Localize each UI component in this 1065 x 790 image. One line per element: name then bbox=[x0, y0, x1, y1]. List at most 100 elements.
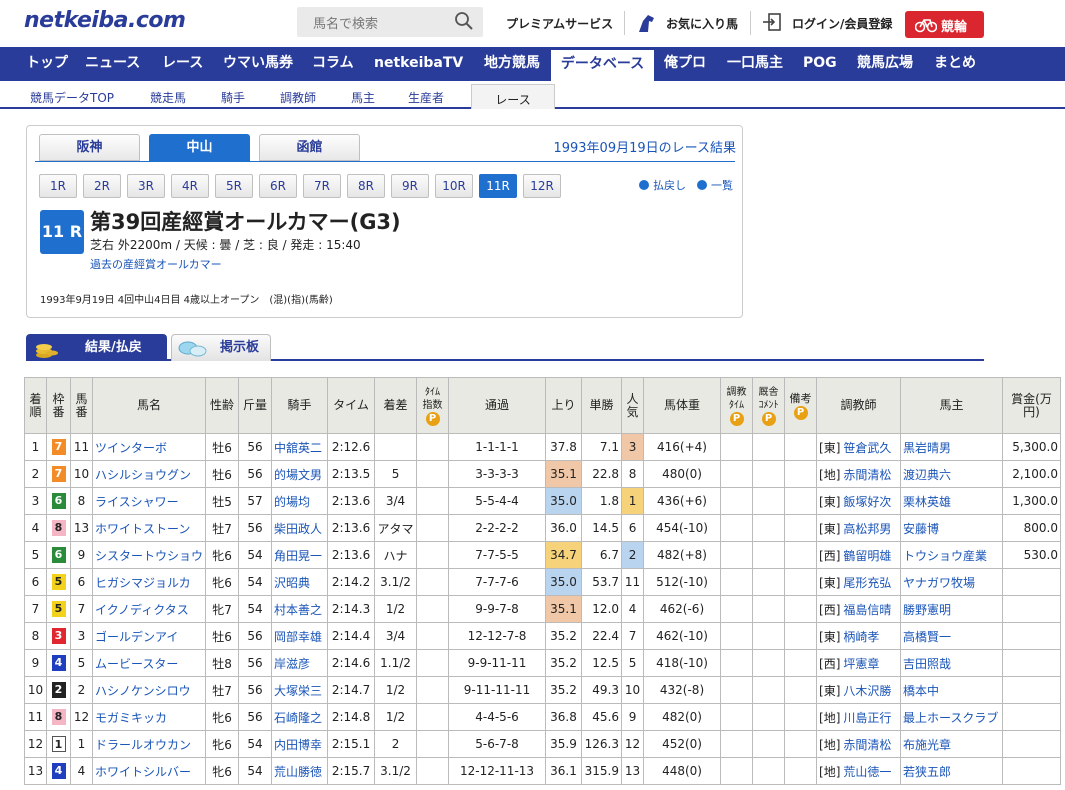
gnav-item-netkeibatv[interactable]: netkeibaTV bbox=[374, 55, 464, 71]
race-number-12r[interactable]: 12R bbox=[523, 174, 561, 198]
gnav-item-chiho[interactable]: 地方競馬 bbox=[484, 55, 540, 71]
gnav-item-top[interactable]: トップ bbox=[26, 55, 68, 71]
cell-horse-name[interactable]: ゴールデンアイ bbox=[91, 622, 207, 650]
search-input[interactable]: 馬名で検索 bbox=[313, 17, 379, 32]
cell-horse-name[interactable]: ハシルショウグン bbox=[91, 460, 207, 488]
venue-tab-nakayama[interactable]: 中山 bbox=[149, 134, 250, 161]
payout-link[interactable]: 払戻し bbox=[639, 177, 686, 193]
trainer-link[interactable]: 笹倉武久 bbox=[843, 440, 892, 455]
cell-owner[interactable]: 布施光章 bbox=[900, 730, 1004, 758]
venue-tab-hakodate[interactable]: 函館 bbox=[259, 134, 360, 161]
cell-horse-name[interactable]: ハシノケンシロウ bbox=[91, 676, 207, 704]
gnav-item-race[interactable]: レース bbox=[162, 55, 204, 71]
gnav-item-column[interactable]: コラム bbox=[312, 55, 354, 71]
tab-board[interactable]: 掲示板 bbox=[171, 334, 271, 361]
cell-jockey[interactable]: 角田晃一 bbox=[271, 541, 329, 569]
venue-tab-hanshin[interactable]: 阪神 bbox=[39, 134, 140, 161]
race-number-9r[interactable]: 9R bbox=[391, 174, 429, 198]
search-icon[interactable] bbox=[454, 11, 474, 31]
subnav-item-horse[interactable]: 競走馬 bbox=[150, 91, 187, 105]
past-races-link[interactable]: 過去の産經賞オールカマー bbox=[90, 258, 222, 271]
cell-jockey[interactable]: 中舘英二 bbox=[271, 433, 329, 461]
cell-owner[interactable]: 黒岩晴男 bbox=[900, 433, 1004, 461]
cell-owner[interactable]: 栗林英雄 bbox=[900, 487, 1004, 515]
gnav-item-database[interactable]: データベース bbox=[551, 47, 654, 81]
tab-result-payout[interactable]: 結果/払戻 bbox=[26, 334, 167, 361]
trainer-link[interactable]: 鶴留明雄 bbox=[843, 548, 892, 563]
cell-jockey[interactable]: 内田博幸 bbox=[271, 730, 329, 758]
cell-jockey[interactable]: 岸滋彦 bbox=[271, 649, 329, 677]
race-number-11r[interactable]: 11R bbox=[479, 174, 517, 198]
gnav-item-orepro[interactable]: 俺プロ bbox=[664, 55, 706, 71]
cell-horse-name[interactable]: イクノディクタス bbox=[91, 595, 207, 623]
cell-horse-name[interactable]: ライスシャワー bbox=[91, 487, 207, 515]
cell-horse-name[interactable]: ホワイトストーン bbox=[91, 514, 207, 542]
keirin-button[interactable]: 競輪 bbox=[905, 11, 984, 38]
cell-jockey[interactable]: 荒山勝徳 bbox=[271, 757, 329, 785]
cell-jockey[interactable]: 柴田政人 bbox=[271, 514, 329, 542]
cell-jockey[interactable]: 石崎隆之 bbox=[271, 703, 329, 731]
race-number-3r[interactable]: 3R bbox=[127, 174, 165, 198]
gnav-item-matome[interactable]: まとめ bbox=[934, 55, 976, 71]
cell-owner[interactable]: 橋本中 bbox=[900, 676, 1004, 704]
cell-owner[interactable]: 安藤博 bbox=[900, 514, 1004, 542]
trainer-link[interactable]: 赤間清松 bbox=[843, 467, 892, 482]
trainer-link[interactable]: 高松邦男 bbox=[843, 521, 892, 536]
cell-jockey[interactable]: 的場文男 bbox=[271, 460, 329, 488]
race-list-link[interactable]: 一覧 bbox=[697, 177, 733, 193]
trainer-link[interactable]: 飯塚好次 bbox=[843, 494, 892, 509]
premium-service-link[interactable]: プレミアムサービス bbox=[506, 17, 614, 31]
trainer-link[interactable]: 荒山徳一 bbox=[843, 764, 892, 779]
race-number-4r[interactable]: 4R bbox=[171, 174, 209, 198]
trainer-link[interactable]: 八木沢勝 bbox=[843, 683, 892, 698]
cell-horse-name[interactable]: モガミキッカ bbox=[91, 703, 207, 731]
trainer-link[interactable]: 川島正行 bbox=[843, 710, 892, 725]
cell-owner[interactable]: 高橋賢一 bbox=[900, 622, 1004, 650]
subnav-item-race[interactable]: レース bbox=[471, 84, 555, 109]
cell-horse-name[interactable]: シスタートウショウ bbox=[91, 541, 207, 569]
cell-owner[interactable]: 最上ホースクラブ bbox=[900, 703, 1004, 731]
gnav-item-hiroba[interactable]: 競馬広場 bbox=[857, 55, 913, 71]
cell-owner[interactable]: 勝野憲明 bbox=[900, 595, 1004, 623]
cell-horse-name[interactable]: ヒガシマジョルカ bbox=[91, 568, 207, 596]
login-link[interactable]: ログイン/会員登録 bbox=[792, 17, 893, 31]
cell-owner[interactable]: 渡辺典六 bbox=[900, 460, 1004, 488]
cell-jockey[interactable]: 沢昭典 bbox=[271, 568, 329, 596]
cell-jockey[interactable]: 的場均 bbox=[271, 487, 329, 515]
cell-jockey[interactable]: 大塚栄三 bbox=[271, 676, 329, 704]
subnav-item-jockey[interactable]: 騎手 bbox=[221, 91, 246, 105]
trainer-link[interactable]: 赤間清松 bbox=[843, 737, 892, 752]
race-number-5r[interactable]: 5R bbox=[215, 174, 253, 198]
cell-jockey[interactable]: 村本善之 bbox=[271, 595, 329, 623]
cell-horse-name[interactable]: ドラールオウカン bbox=[91, 730, 207, 758]
subnav-item-breeder[interactable]: 生産者 bbox=[408, 91, 445, 105]
search-box[interactable]: 馬名で検索 bbox=[297, 7, 483, 37]
race-number-1r[interactable]: 1R bbox=[39, 174, 77, 198]
cell-horse-name[interactable]: ホワイトシルバー bbox=[91, 757, 207, 785]
subnav-item-owner[interactable]: 馬主 bbox=[351, 91, 376, 105]
cell-jockey[interactable]: 岡部幸雄 bbox=[271, 622, 329, 650]
cell-owner[interactable]: トウショウ産業 bbox=[900, 541, 1004, 569]
cell-horse-name[interactable]: ツインターボ bbox=[91, 433, 207, 461]
cell-owner[interactable]: 若狭五郎 bbox=[900, 757, 1004, 785]
gnav-item-hitokuchi[interactable]: 一口馬主 bbox=[727, 55, 783, 71]
subnav-item-data-top[interactable]: 競馬データTOP bbox=[30, 91, 115, 105]
race-number-2r[interactable]: 2R bbox=[83, 174, 121, 198]
cell-horse-name[interactable]: ムービースター bbox=[91, 649, 207, 677]
favorite-horses-link[interactable]: お気に入り馬 bbox=[666, 17, 739, 31]
race-number-6r[interactable]: 6R bbox=[259, 174, 297, 198]
gnav-item-news[interactable]: ニュース bbox=[85, 55, 141, 71]
trainer-link[interactable]: 尾形充弘 bbox=[843, 575, 892, 590]
gnav-item-pog[interactable]: POG bbox=[803, 55, 837, 71]
subnav-item-trainer[interactable]: 調教師 bbox=[280, 91, 317, 105]
race-number-10r[interactable]: 10R bbox=[435, 174, 473, 198]
gnav-item-umai-baken[interactable]: ウマい馬券 bbox=[223, 55, 293, 71]
trainer-link[interactable]: 福島信晴 bbox=[843, 602, 892, 617]
cell-owner[interactable]: ヤナガワ牧場 bbox=[900, 568, 1004, 596]
trainer-link[interactable]: 柄崎孝 bbox=[843, 629, 880, 644]
race-number-7r[interactable]: 7R bbox=[303, 174, 341, 198]
site-logo[interactable]: netkeiba.com bbox=[24, 8, 186, 33]
race-number-8r[interactable]: 8R bbox=[347, 174, 385, 198]
cell-owner[interactable]: 吉田照哉 bbox=[900, 649, 1004, 677]
trainer-link[interactable]: 坪憲章 bbox=[843, 656, 880, 671]
